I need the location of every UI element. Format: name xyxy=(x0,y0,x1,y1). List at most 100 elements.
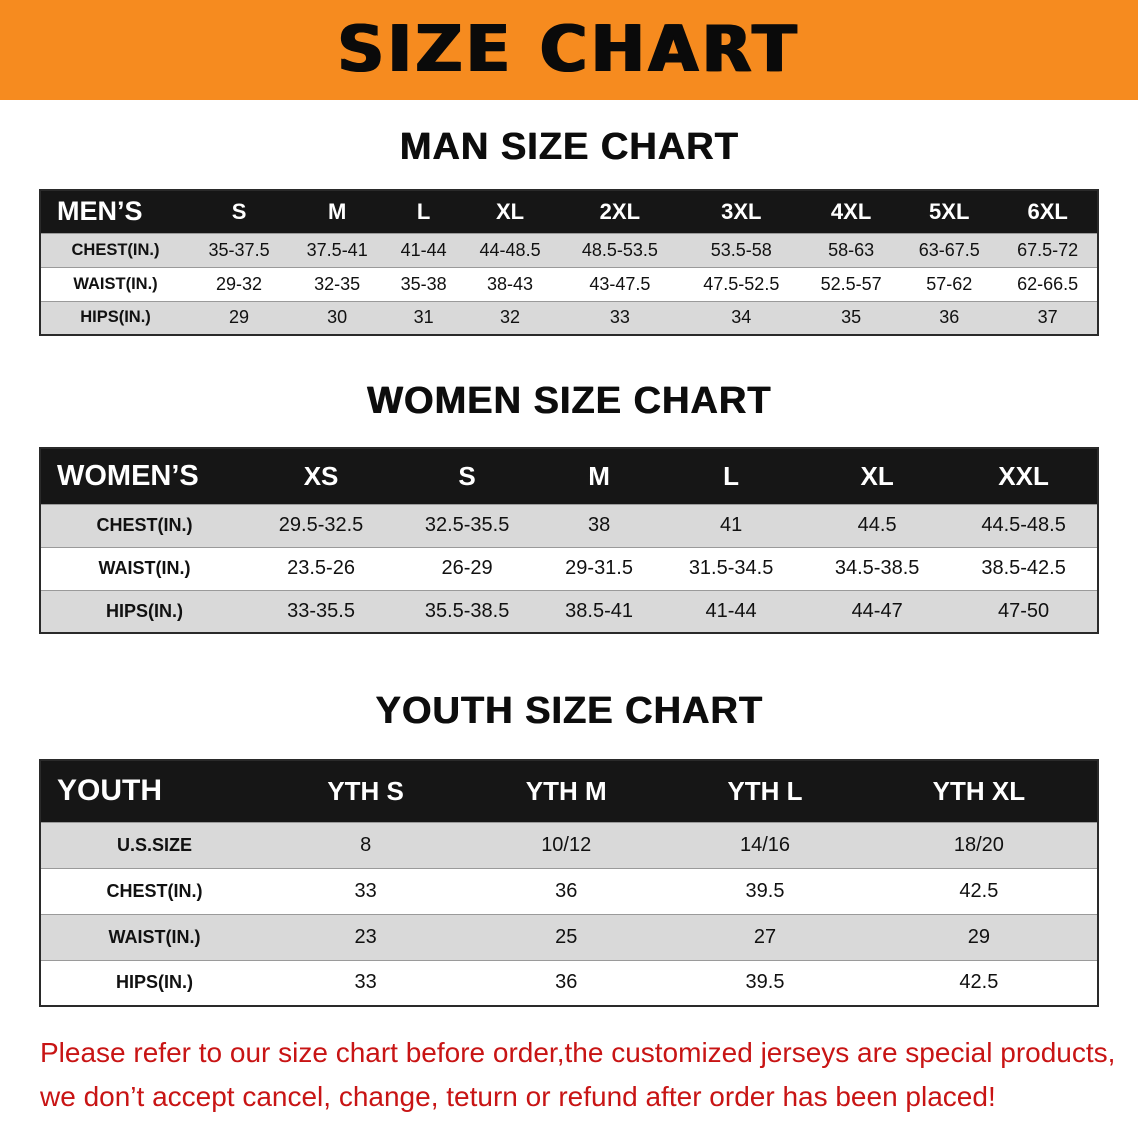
size-value-cell: 33 xyxy=(268,959,464,1006)
size-value-cell: 23.5-26 xyxy=(248,546,395,590)
men-section-heading: MAN SIZE CHART xyxy=(399,126,739,168)
size-header-cell: M xyxy=(540,448,659,504)
row-label-cell: WAIST(IN.) xyxy=(40,913,268,960)
size-header-cell: XL xyxy=(804,448,951,504)
measurement-row: HIPS(IN.) 33 36 39.5 42.5 xyxy=(40,959,1098,1006)
measurement-row: HIPS(IN.) 29 30 31 32 33 34 35 36 37 xyxy=(40,300,1098,335)
size-value-cell: 29-31.5 xyxy=(540,546,659,590)
size-value-cell: 37 xyxy=(998,300,1098,335)
table-title-cell: WOMEN’S xyxy=(40,448,248,504)
size-header-cell: 3XL xyxy=(680,190,803,233)
size-value-cell: 42.5 xyxy=(860,959,1098,1006)
size-value-cell: 47.5-52.5 xyxy=(680,266,803,301)
size-value-cell: 39.5 xyxy=(669,959,861,1006)
size-value-cell: 48.5-53.5 xyxy=(559,232,681,267)
men-size-section: MAN SIZE CHART MEN’S S M L XL 2XL 3XL 4XL 5XL 6XL… xyxy=(0,126,1138,336)
size-value-cell: 30 xyxy=(288,300,387,335)
size-header-cell: M xyxy=(288,190,387,233)
size-value-cell: 41-44 xyxy=(658,589,805,633)
header-row: MEN’S S M L XL 2XL 3XL 4XL 5XL 6XL xyxy=(40,190,1098,233)
youth-size-section: YOUTH SIZE CHART YOUTH YTH S YTH M YTH L YTH… xyxy=(0,690,1138,1007)
women-size-section: WOMEN SIZE CHART WOMEN’S XS S M L XL XXL CHEST(… xyxy=(0,380,1138,634)
size-value-cell: 35-38 xyxy=(386,266,461,301)
size-value-cell: 8 xyxy=(268,821,464,868)
size-value-cell: 38-43 xyxy=(461,266,560,301)
size-value-cell: 36 xyxy=(463,959,670,1006)
table-title-cell: YOUTH xyxy=(40,760,268,822)
size-value-cell: 34.5-38.5 xyxy=(804,546,951,590)
size-value-cell: 36 xyxy=(900,300,999,335)
size-value-cell: 53.5-58 xyxy=(680,232,803,267)
size-value-cell: 23 xyxy=(268,913,464,960)
size-value-cell: 34 xyxy=(680,300,803,335)
size-value-cell: 35.5-38.5 xyxy=(394,589,541,633)
size-value-cell: 63-67.5 xyxy=(900,232,999,267)
size-value-cell: 29 xyxy=(860,913,1098,960)
size-value-cell: 29 xyxy=(190,300,289,335)
row-label-cell: U.S.SIZE xyxy=(40,821,268,868)
page-title: SIZE CHART xyxy=(337,13,801,87)
size-value-cell: 27 xyxy=(669,913,861,960)
size-value-cell: 29.5-32.5 xyxy=(248,503,395,547)
size-value-cell: 32.5-35.5 xyxy=(394,503,541,547)
disclaimer-line-1: Please refer to our size chart before or… xyxy=(40,1037,1116,1068)
size-header-cell: XXL xyxy=(950,448,1098,504)
size-value-cell: 10/12 xyxy=(463,821,670,868)
size-header-cell: YTH M xyxy=(463,760,670,822)
measurement-row: U.S.SIZE 8 10/12 14/16 18/20 xyxy=(40,821,1098,868)
size-value-cell: 58-63 xyxy=(802,232,901,267)
size-value-cell: 35-37.5 xyxy=(190,232,289,267)
size-value-cell: 41-44 xyxy=(386,232,461,267)
banner: SIZE CHART xyxy=(0,0,1138,100)
size-value-cell: 31 xyxy=(386,300,461,335)
women-section-heading: WOMEN SIZE CHART xyxy=(366,380,772,422)
youth-size-table: YOUTH YTH S YTH M YTH L YTH XL U.S.SIZE 8 10/12… xyxy=(39,759,1099,1007)
row-label-cell: CHEST(IN.) xyxy=(40,867,268,914)
size-header-cell: 6XL xyxy=(998,190,1098,233)
size-value-cell: 25 xyxy=(463,913,670,960)
measurement-row: WAIST(IN.) 23.5-26 26-29 29-31.5 31.5-34.5 34… xyxy=(40,546,1098,590)
table-title-cell: MEN’S xyxy=(40,190,190,233)
size-value-cell: 18/20 xyxy=(860,821,1098,868)
size-header-cell: S xyxy=(190,190,289,233)
men-size-table: MEN’S S M L XL 2XL 3XL 4XL 5XL 6XL CHEST(IN.) 35-37… xyxy=(39,189,1099,336)
measurement-row: CHEST(IN.) 29.5-32.5 32.5-35.5 38 41 44.5 44.5… xyxy=(40,503,1098,547)
row-label-cell: WAIST(IN.) xyxy=(40,546,248,590)
size-value-cell: 52.5-57 xyxy=(802,266,901,301)
measurement-row: CHEST(IN.) 33 36 39.5 42.5 xyxy=(40,867,1098,914)
size-value-cell: 44.5 xyxy=(804,503,951,547)
size-header-cell: YTH S xyxy=(268,760,464,822)
size-header-cell: 5XL xyxy=(900,190,999,233)
size-value-cell: 29-32 xyxy=(190,266,289,301)
disclaimer-note: Please refer to our size chart before or… xyxy=(40,1037,1138,1113)
size-value-cell: 42.5 xyxy=(860,867,1098,914)
size-value-cell: 38 xyxy=(540,503,659,547)
row-label-cell: HIPS(IN.) xyxy=(40,589,248,633)
size-value-cell: 33 xyxy=(559,300,681,335)
size-value-cell: 62-66.5 xyxy=(998,266,1098,301)
row-label-cell: WAIST(IN.) xyxy=(40,266,190,301)
header-row: YOUTH YTH S YTH M YTH L YTH XL xyxy=(40,760,1098,822)
disclaimer-line-2: we don’t accept cancel, change, teturn o… xyxy=(40,1081,996,1112)
row-label-cell: CHEST(IN.) xyxy=(40,503,248,547)
row-label-cell: HIPS(IN.) xyxy=(40,300,190,335)
size-value-cell: 41 xyxy=(658,503,805,547)
size-header-cell: YTH XL xyxy=(860,760,1098,822)
size-value-cell: 33-35.5 xyxy=(248,589,395,633)
size-value-cell: 57-62 xyxy=(900,266,999,301)
size-value-cell: 32 xyxy=(461,300,560,335)
measurement-row: CHEST(IN.) 35-37.5 37.5-41 41-44 44-48.5 48.5… xyxy=(40,232,1098,267)
size-header-cell: XS xyxy=(248,448,395,504)
youth-section-heading: YOUTH SIZE CHART xyxy=(375,690,763,732)
size-value-cell: 47-50 xyxy=(950,589,1098,633)
size-header-cell: S xyxy=(394,448,541,504)
size-header-cell: XL xyxy=(461,190,560,233)
row-label-cell: CHEST(IN.) xyxy=(40,232,190,267)
size-value-cell: 39.5 xyxy=(669,867,861,914)
header-row: WOMEN’S XS S M L XL XXL xyxy=(40,448,1098,504)
measurement-row: WAIST(IN.) 23 25 27 29 xyxy=(40,913,1098,960)
size-header-cell: 2XL xyxy=(559,190,681,233)
size-value-cell: 67.5-72 xyxy=(998,232,1098,267)
size-header-cell: 4XL xyxy=(802,190,901,233)
